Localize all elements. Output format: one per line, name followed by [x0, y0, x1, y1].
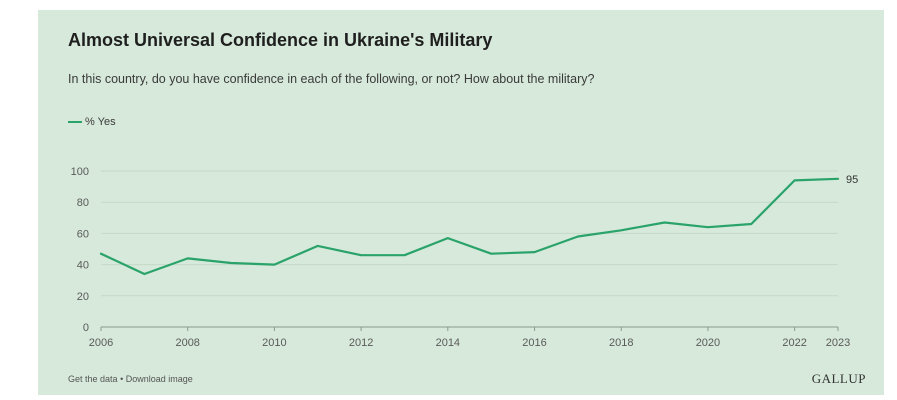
- data-point: [577, 235, 579, 238]
- x-tick-label: 2008: [175, 337, 199, 349]
- y-tick-label: 60: [77, 228, 89, 240]
- x-tick-label: 2014: [436, 337, 460, 349]
- data-point: [793, 179, 796, 182]
- x-tick-label: 2016: [522, 337, 546, 349]
- series-line-yes: [99, 177, 840, 276]
- data-point: [230, 262, 232, 264]
- legend-label: % Yes: [85, 116, 116, 128]
- chart-subtitle: In this country, do you have confidence …: [68, 72, 595, 86]
- y-tick-label: 20: [77, 291, 89, 303]
- data-point: [316, 245, 319, 247]
- x-tick-label: 2018: [609, 337, 633, 349]
- chart-card: Almost Universal Confidence in Ukraine's…: [38, 10, 884, 395]
- data-point: [100, 252, 102, 255]
- data-point: [707, 226, 709, 228]
- footer-separator: •: [120, 374, 124, 384]
- x-tick-label: 2006: [89, 337, 113, 349]
- data-point: [143, 273, 146, 275]
- data-point: [837, 178, 839, 180]
- data-point: [273, 263, 276, 266]
- legend: % Yes: [68, 116, 116, 128]
- footer-links: Get the data • Download image: [68, 374, 193, 384]
- data-point: [620, 229, 623, 232]
- data-point: [490, 252, 492, 255]
- get-data-link[interactable]: Get the data: [68, 374, 118, 384]
- line-chart: 0 20 40 60 80 100 2006 2008 2010 2012 2014 2016 2018…: [71, 166, 859, 349]
- data-point: [403, 254, 406, 257]
- data-point: [750, 223, 753, 225]
- data-point: [186, 257, 189, 260]
- gallup-logo: GALLUP: [811, 371, 866, 386]
- data-point: [533, 251, 536, 253]
- end-value-label: 95: [846, 174, 858, 186]
- legend-swatch: [68, 121, 82, 123]
- y-tick-label: 100: [71, 166, 89, 178]
- x-tick-label: 2022: [782, 337, 806, 349]
- y-tick-label: 80: [77, 197, 89, 209]
- x-tick-label: 2023: [826, 337, 850, 349]
- y-tick-label: 40: [77, 260, 89, 272]
- x-tick-label: 2020: [696, 337, 720, 349]
- x-tick-label: 2010: [262, 337, 286, 349]
- download-image-link[interactable]: Download image: [125, 374, 193, 384]
- y-tick-label: 0: [83, 322, 89, 334]
- data-point: [447, 237, 449, 239]
- chart-title: Almost Universal Confidence in Ukraine's…: [68, 30, 493, 50]
- data-point: [663, 221, 666, 224]
- data-point: [360, 254, 362, 257]
- x-tick-label: 2012: [349, 337, 373, 349]
